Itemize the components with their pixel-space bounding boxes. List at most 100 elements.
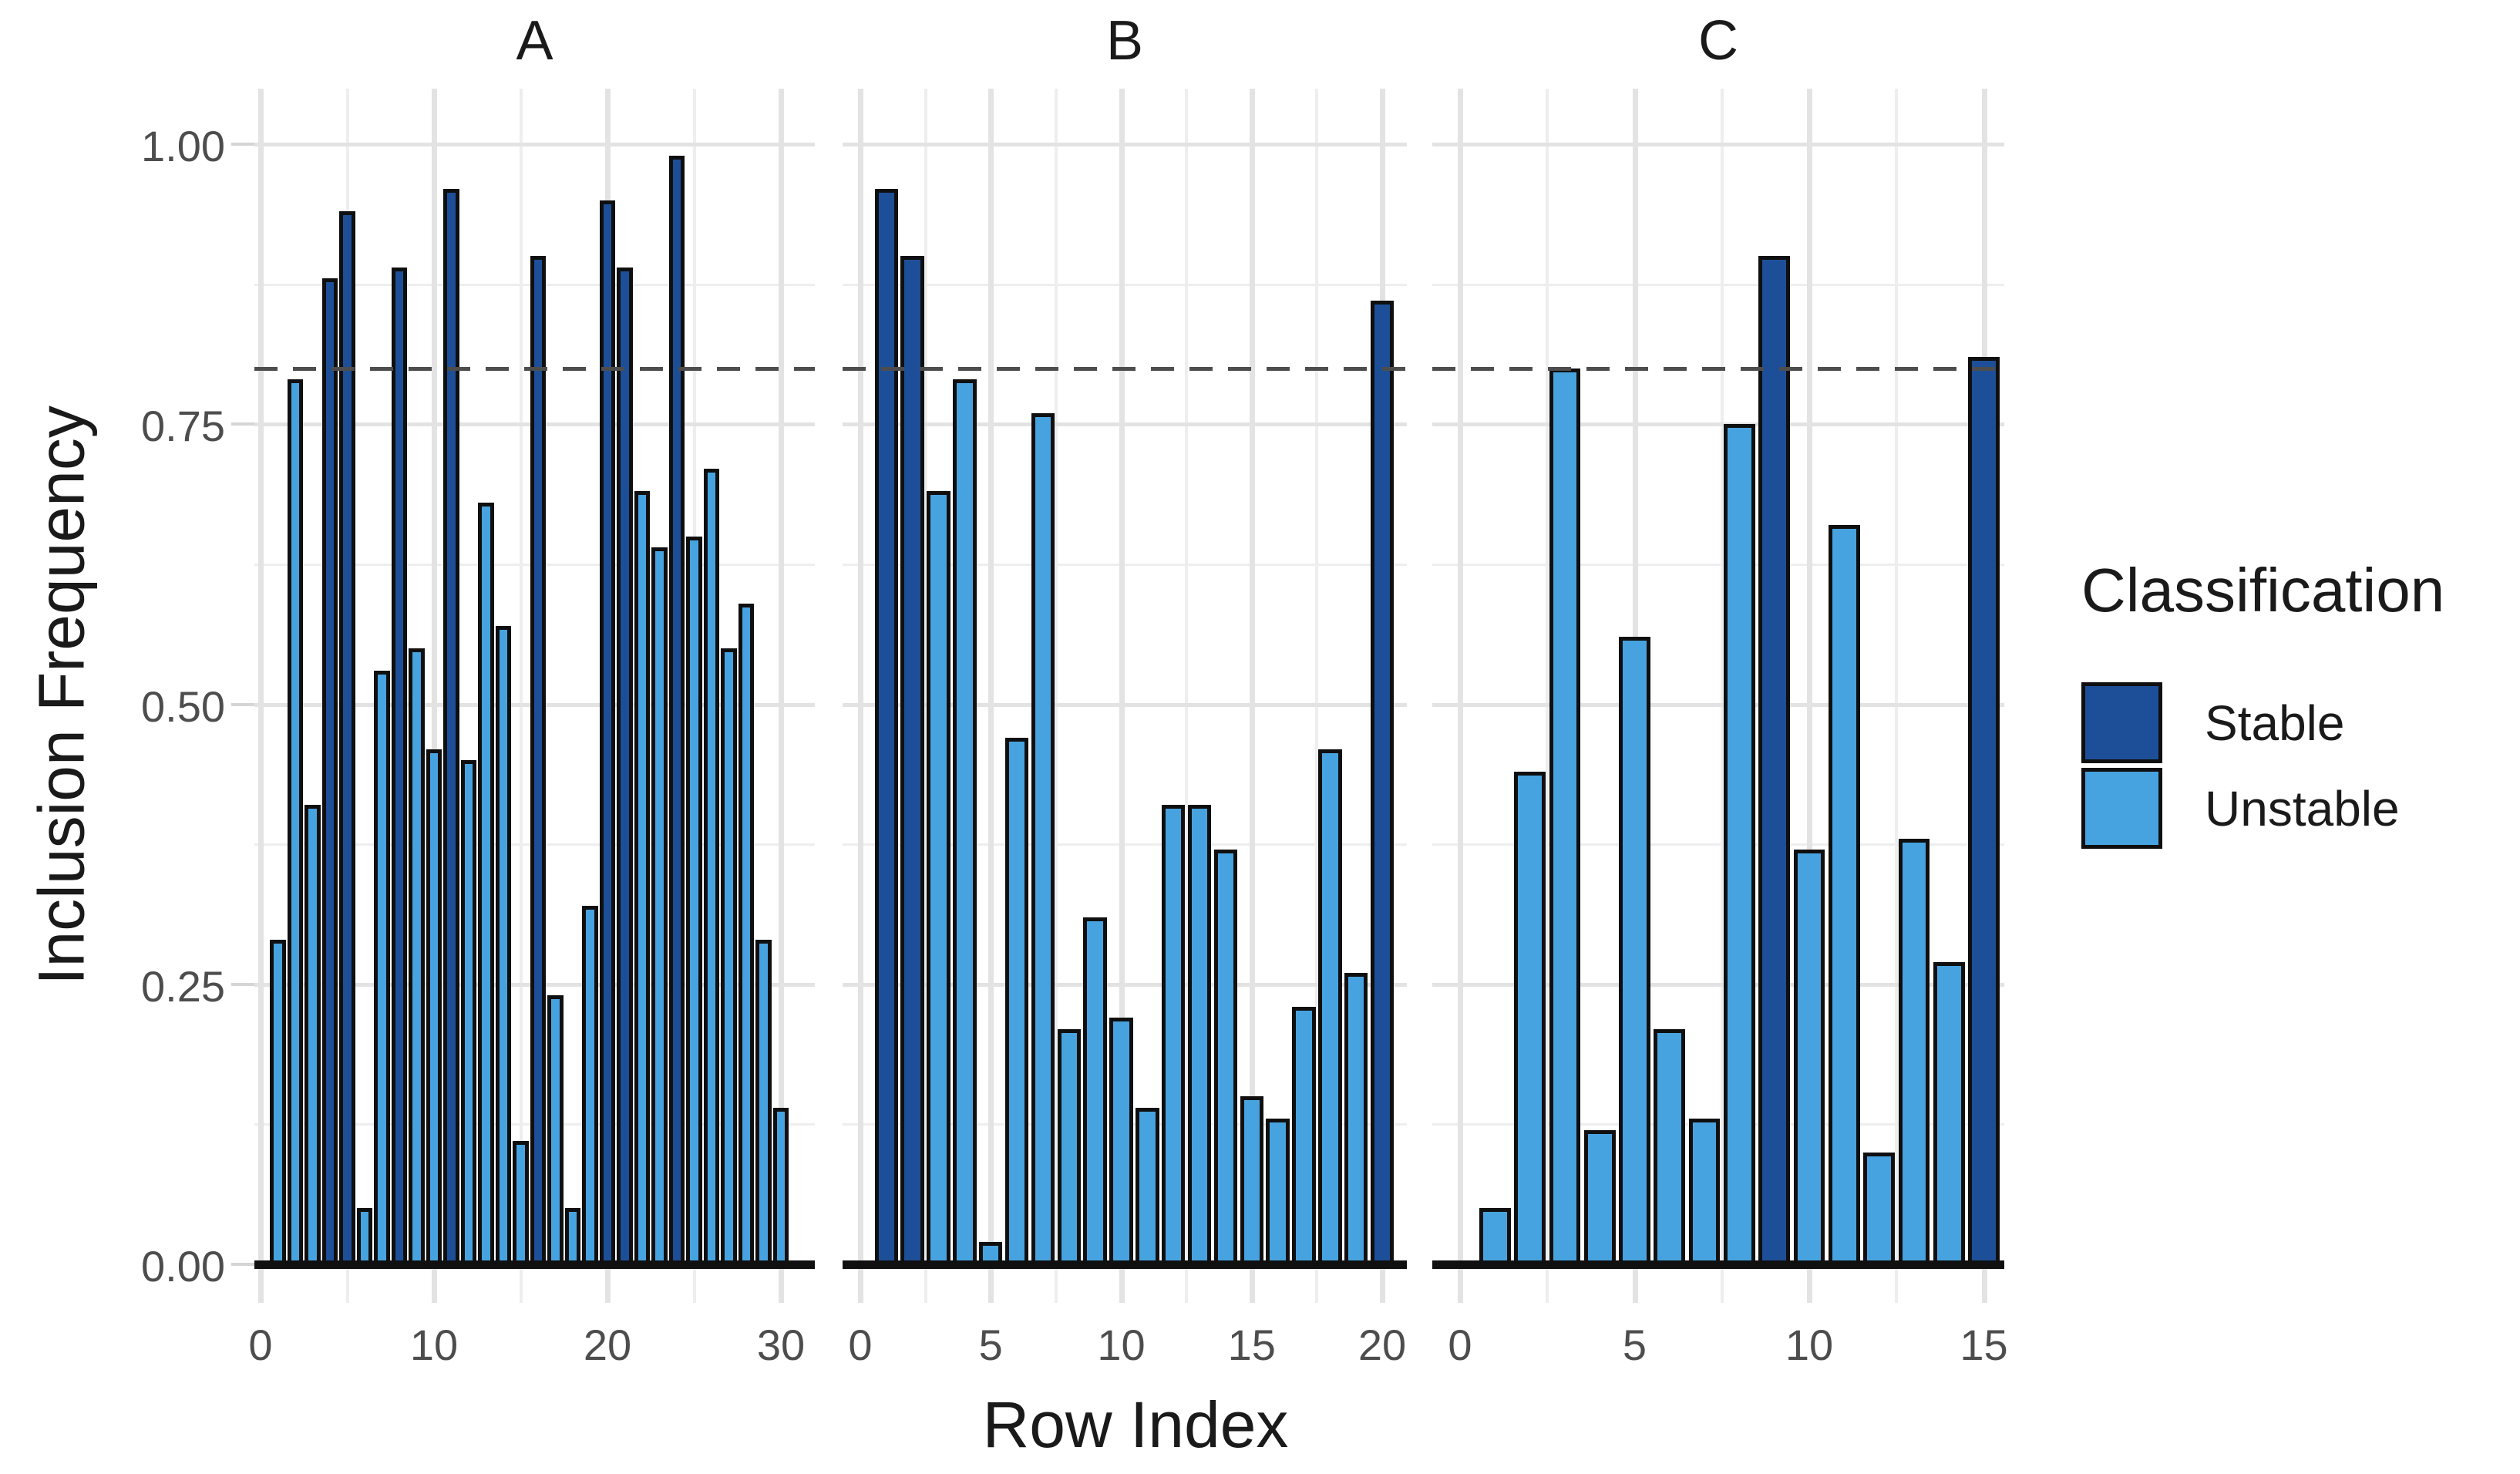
gridline-major-v	[1807, 89, 1812, 1303]
x-axis-line	[254, 1260, 815, 1269]
bar-a-4	[321, 278, 338, 1267]
threshold-line	[254, 366, 815, 371]
bar-a-29	[755, 939, 772, 1267]
bar-a-30	[772, 1107, 789, 1267]
x-tick-label: 10	[409, 1321, 459, 1369]
x-tick-label: 5	[1622, 1321, 1647, 1369]
gridline-minor-v	[1720, 89, 1724, 1303]
gridline-minor-v	[1895, 89, 1899, 1303]
bar-a-7	[374, 670, 390, 1267]
bar-a-11	[443, 189, 459, 1267]
bar-a-28	[738, 603, 755, 1267]
gridline-major-v	[1458, 89, 1463, 1303]
y-tick-mark	[231, 702, 254, 706]
threshold-line	[843, 366, 1407, 371]
bar-b-4	[953, 379, 977, 1267]
legend-item-unstable: Unstable	[2081, 766, 2513, 851]
bar-c-3	[1549, 368, 1581, 1267]
panel-a	[254, 89, 815, 1303]
gridline-minor-h	[843, 843, 1407, 846]
x-tick-label: 20	[1358, 1321, 1407, 1369]
gridline-major-h	[843, 982, 1407, 987]
bar-a-12	[460, 760, 477, 1267]
legend-key-unstable	[2081, 768, 2162, 849]
bar-b-20	[1370, 301, 1395, 1267]
x-axis-line	[843, 1260, 1407, 1269]
gridline-major-h	[843, 702, 1407, 707]
facet-title-c: C	[1698, 10, 1738, 72]
x-axis-line	[1432, 1260, 2004, 1269]
bar-b-13	[1187, 805, 1212, 1267]
x-tick-label: 10	[1097, 1321, 1146, 1369]
bar-a-23	[651, 547, 668, 1267]
bar-c-5	[1619, 637, 1650, 1267]
legend-label: Stable	[2205, 695, 2345, 751]
bar-c-6	[1654, 1028, 1686, 1267]
x-tick-label: 15	[1960, 1321, 2008, 1369]
bar-b-17	[1292, 1006, 1316, 1267]
bar-a-24	[668, 155, 685, 1267]
gridline-major-v	[1119, 89, 1125, 1303]
bar-c-1	[1479, 1208, 1511, 1267]
bar-a-27	[721, 648, 737, 1267]
bar-b-11	[1136, 1107, 1159, 1267]
legend-label: Unstable	[2205, 780, 2400, 836]
bar-a-14	[495, 625, 512, 1267]
gridline-major-v	[988, 89, 994, 1303]
bar-a-19	[582, 906, 598, 1267]
bar-a-20	[599, 200, 616, 1267]
y-tick-mark	[231, 1263, 254, 1266]
panel-b	[843, 89, 1407, 1303]
y-tick-label: 0.00	[141, 1242, 225, 1291]
gridline-major-h	[254, 143, 815, 146]
gridline-major-v	[1249, 89, 1255, 1303]
bar-b-10	[1109, 1018, 1133, 1267]
bar-b-16	[1266, 1119, 1290, 1267]
gridline-minor-h	[843, 563, 1407, 566]
x-tick-label: 0	[848, 1321, 873, 1369]
bar-b-3	[927, 491, 950, 1267]
gridline-minor-v	[1315, 89, 1319, 1303]
bar-c-13	[1898, 838, 1930, 1267]
bar-c-7	[1688, 1119, 1721, 1267]
bar-c-10	[1793, 850, 1825, 1267]
bar-a-10	[426, 749, 442, 1267]
bar-a-8	[391, 267, 408, 1267]
gridline-major-v	[258, 89, 264, 1303]
bar-c-12	[1863, 1152, 1895, 1267]
legend-title: Classification	[2081, 556, 2445, 624]
bar-c-15	[1968, 357, 2000, 1267]
bar-a-6	[356, 1208, 373, 1267]
bar-b-18	[1318, 749, 1342, 1267]
gridline-minor-v	[519, 89, 523, 1303]
gridline-major-h	[1432, 982, 2004, 987]
gridline-minor-h	[1432, 563, 2004, 566]
y-tick-label: 1.00	[141, 122, 225, 170]
bar-b-1	[874, 189, 899, 1267]
bar-b-8	[1057, 1028, 1082, 1267]
gridline-minor-v	[1546, 89, 1549, 1303]
x-tick-label: 0	[1448, 1321, 1472, 1369]
threshold-line	[1432, 366, 2004, 371]
bar-c-11	[1828, 525, 1860, 1267]
bar-a-9	[409, 648, 425, 1267]
bar-b-14	[1213, 850, 1238, 1267]
bar-c-2	[1514, 771, 1546, 1267]
facet-title-a: A	[516, 10, 553, 72]
bar-a-13	[478, 502, 494, 1267]
x-tick-label: 30	[756, 1321, 806, 1369]
bar-b-19	[1344, 973, 1368, 1267]
bar-c-8	[1724, 424, 1755, 1267]
facet-title-b: B	[1105, 10, 1144, 72]
y-tick-label: 0.50	[141, 681, 225, 731]
bar-a-21	[617, 267, 633, 1267]
x-tick-label: 0	[248, 1321, 273, 1369]
gridline-major-h	[1432, 143, 2004, 146]
gridline-major-h	[843, 422, 1407, 427]
gridline-major-h	[1432, 422, 2004, 427]
gridline-minor-h	[1432, 843, 2004, 846]
gridline-major-v	[432, 89, 437, 1303]
bar-a-1	[270, 939, 286, 1267]
bar-a-22	[634, 491, 651, 1267]
